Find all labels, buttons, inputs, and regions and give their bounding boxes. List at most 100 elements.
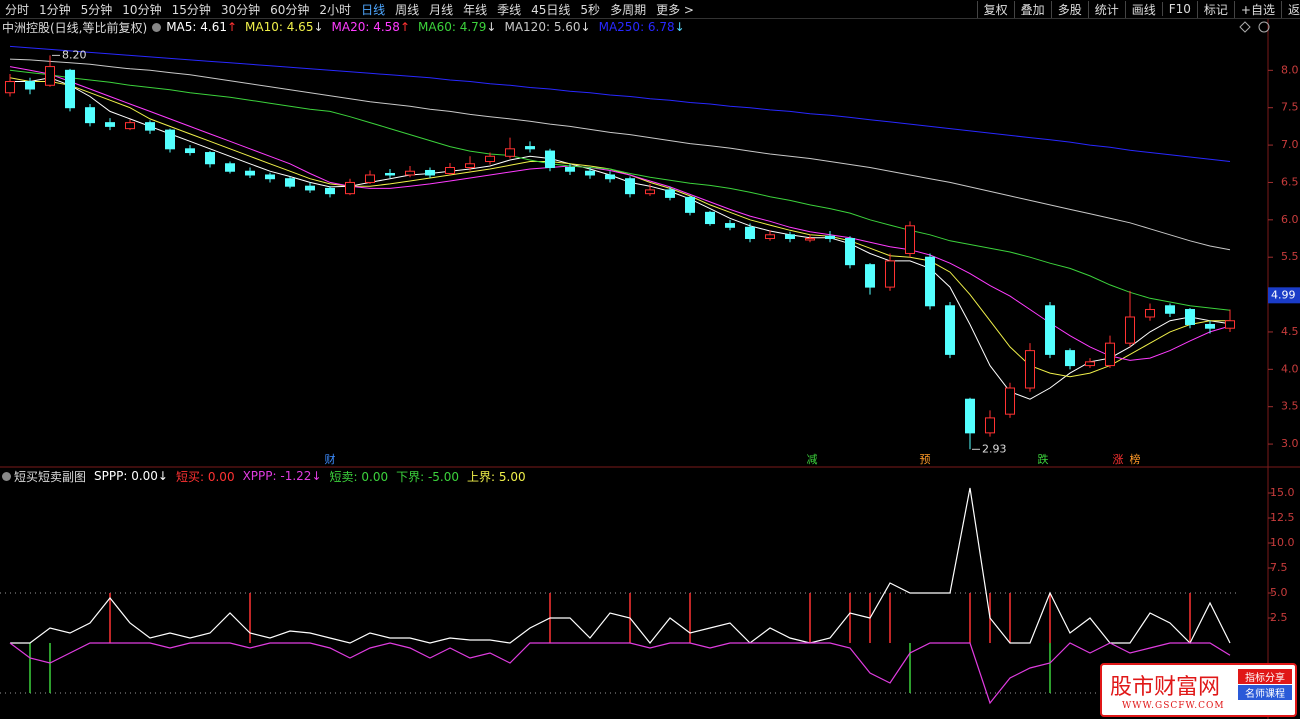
watermark-tag: 指标分享 bbox=[1238, 669, 1292, 684]
tool-button[interactable]: 统计 bbox=[1087, 0, 1125, 18]
legend-value: 5.00 bbox=[498, 469, 526, 484]
candle-body bbox=[885, 260, 895, 288]
period-tab[interactable]: 60分钟 bbox=[270, 2, 310, 17]
legend-item: MA104.65↓ bbox=[245, 20, 323, 34]
candle-body bbox=[25, 81, 35, 90]
legend-item: MA2506.78↓ bbox=[599, 20, 685, 34]
period-tab[interactable]: 2小时 bbox=[319, 2, 352, 17]
y-tick-label: 2.5 bbox=[1270, 611, 1288, 624]
diamond-icon[interactable] bbox=[1239, 21, 1251, 33]
period-tab[interactable]: 5分钟 bbox=[80, 2, 113, 17]
y-tick-label: 4.0 bbox=[1281, 362, 1299, 375]
period-tab[interactable]: 周线 bbox=[395, 2, 420, 17]
candle-body bbox=[405, 170, 415, 176]
menu-icon[interactable] bbox=[152, 22, 162, 32]
candle-body bbox=[665, 189, 675, 198]
tool-button[interactable]: 复权 bbox=[976, 0, 1014, 18]
event-label: 榜 bbox=[1130, 452, 1141, 466]
candle-body bbox=[725, 223, 735, 228]
tool-button[interactable]: 返回 bbox=[1280, 0, 1300, 18]
y-tick-label: 3.5 bbox=[1281, 400, 1299, 413]
legend-value: 0.00 bbox=[131, 469, 158, 483]
period-tab[interactable]: 10分钟 bbox=[122, 2, 162, 17]
period-tab[interactable]: 分时 bbox=[5, 2, 30, 17]
event-label: 涨 bbox=[1113, 453, 1124, 466]
candle-body bbox=[785, 234, 795, 240]
legend-value: 4.79 bbox=[459, 20, 487, 34]
period-tab[interactable]: 45日线 bbox=[531, 2, 571, 17]
tool-button[interactable]: 叠加 bbox=[1013, 0, 1051, 18]
y-tick-label: 4.5 bbox=[1281, 325, 1299, 338]
period-tab[interactable]: 更多 > bbox=[656, 2, 694, 17]
period-tab[interactable]: 多周期 bbox=[610, 2, 647, 17]
legend-item: 下界-5.00 bbox=[396, 468, 459, 485]
watermark: 股市财富网 指标分享 名师课程 WWW.GSCFW.COM bbox=[1100, 663, 1297, 717]
period-tab[interactable]: 年线 bbox=[463, 2, 488, 17]
candle-body bbox=[345, 181, 355, 195]
candle-body bbox=[1185, 309, 1195, 325]
legend-trend: ↓ bbox=[580, 20, 591, 34]
period-tab[interactable]: 15分钟 bbox=[171, 2, 211, 17]
settings-icon[interactable] bbox=[1258, 21, 1270, 33]
candle-body bbox=[425, 169, 435, 176]
candle-body bbox=[445, 166, 455, 174]
candle-body bbox=[265, 174, 275, 180]
tool-button[interactable]: F10 bbox=[1161, 2, 1197, 16]
candle-body bbox=[505, 148, 515, 157]
y-tick-label: 7.5 bbox=[1270, 561, 1288, 574]
legend-item: SPPP0.00↓ bbox=[94, 469, 168, 483]
candle-body bbox=[545, 150, 555, 168]
period-tab[interactable]: 月线 bbox=[429, 2, 454, 17]
candle-body bbox=[85, 107, 95, 124]
candle-body bbox=[845, 238, 855, 266]
period-tab[interactable]: 5秒 bbox=[580, 2, 601, 17]
y-tick-label: 10.0 bbox=[1270, 536, 1295, 549]
legend-trend: ↓ bbox=[674, 20, 685, 34]
y-tick-label: 12.5 bbox=[1270, 511, 1295, 524]
period-tab[interactable]: 1分钟 bbox=[39, 2, 71, 17]
period-tab[interactable]: 日线 bbox=[361, 2, 386, 17]
toolbar: 分时 1分钟 5分钟 10分钟 15分钟 30分钟 60分钟 2小时 日线 周线 月线 年线 季线 45日… bbox=[0, 0, 1300, 19]
candle-body bbox=[1065, 350, 1075, 367]
candle-body bbox=[205, 152, 215, 165]
legend-name: 下界 bbox=[396, 470, 428, 484]
candle-body bbox=[805, 238, 815, 241]
menu-icon[interactable] bbox=[2, 471, 11, 481]
legend-name: MA5 bbox=[166, 20, 200, 34]
extreme-label: 8.20 bbox=[62, 48, 87, 61]
legend-name: 短买 bbox=[176, 470, 208, 484]
legend-value: 5.60 bbox=[553, 20, 581, 34]
period-tab[interactable]: 30分钟 bbox=[220, 2, 261, 17]
candle-body bbox=[945, 305, 955, 355]
candle-body bbox=[685, 196, 695, 213]
watermark-url: WWW.GSCFW.COM bbox=[1122, 701, 1225, 711]
legend-item: 短买0.00 bbox=[176, 468, 235, 485]
indicator-line bbox=[9, 642, 1231, 705]
legend-value: 4.58 bbox=[373, 20, 400, 34]
candle-body bbox=[225, 163, 235, 172]
candle-body bbox=[105, 122, 115, 127]
legend-name: MA120 bbox=[504, 20, 553, 34]
candle-body bbox=[605, 174, 615, 180]
legend-trend: ↑ bbox=[226, 20, 238, 34]
legend-trend: ↓ bbox=[313, 20, 324, 34]
candle-body bbox=[305, 185, 315, 191]
tool-button[interactable]: +自选 bbox=[1233, 0, 1281, 18]
candle-body bbox=[765, 234, 775, 240]
tool-button[interactable]: 标记 bbox=[1196, 0, 1234, 18]
candle-body bbox=[285, 178, 295, 187]
candle-body bbox=[1085, 361, 1095, 367]
candle-body bbox=[1205, 323, 1215, 329]
tool-button[interactable]: 画线 bbox=[1124, 0, 1162, 18]
y-tick-label: 5.0 bbox=[1270, 586, 1288, 599]
legend-item: MA604.79↓ bbox=[418, 20, 496, 34]
y-tick-label: 7.0 bbox=[1281, 138, 1299, 151]
legend-trend: ↓ bbox=[311, 469, 322, 483]
legend-value: 0.00 bbox=[361, 469, 389, 484]
legend-value: 4.65 bbox=[286, 20, 314, 34]
period-tab[interactable]: 季线 bbox=[497, 2, 522, 17]
candle-body bbox=[565, 166, 575, 172]
candle-body bbox=[365, 174, 375, 183]
tool-button[interactable]: 多股 bbox=[1050, 0, 1088, 18]
